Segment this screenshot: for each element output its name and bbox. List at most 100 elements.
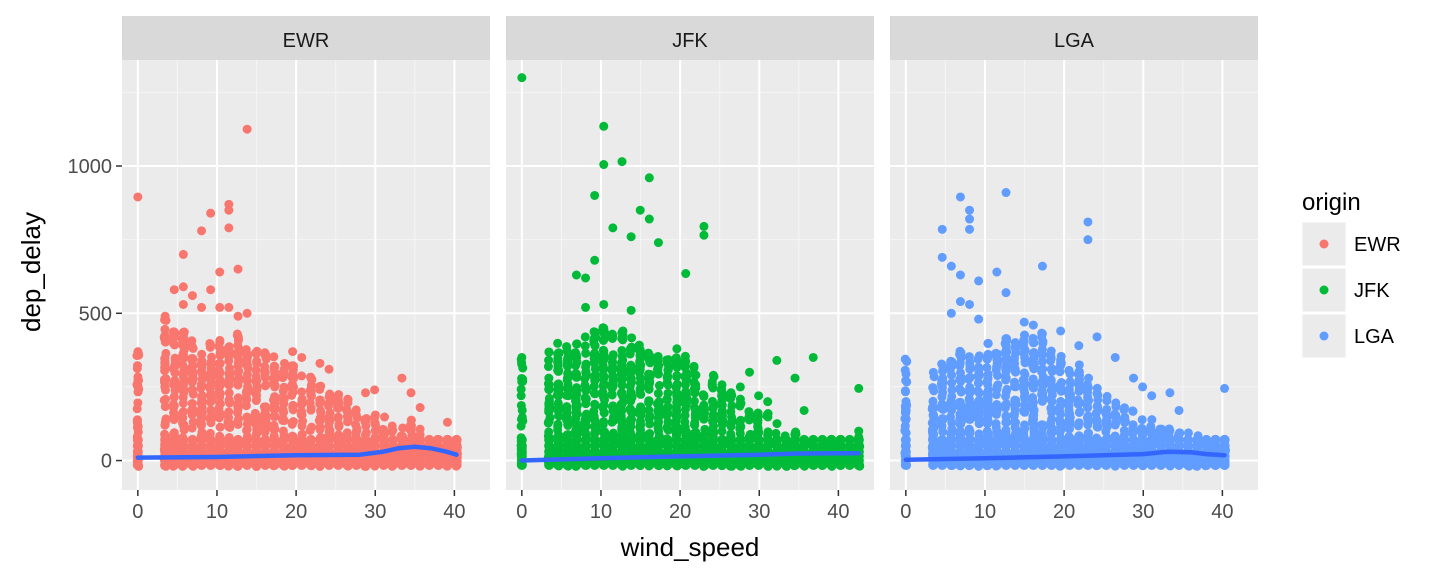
data-point xyxy=(718,389,728,399)
data-point xyxy=(297,387,307,397)
data-point xyxy=(1111,398,1121,408)
x-tick-label: 20 xyxy=(285,501,307,523)
data-point xyxy=(224,421,234,431)
data-point xyxy=(736,415,746,425)
data-point xyxy=(946,361,956,371)
data-point xyxy=(653,434,664,445)
data-point xyxy=(370,410,380,420)
data-point xyxy=(187,336,197,346)
data-point xyxy=(1037,434,1048,445)
data-point xyxy=(690,383,700,393)
data-point xyxy=(571,370,581,380)
x-tick-label: 30 xyxy=(364,501,386,523)
data-point xyxy=(927,404,937,414)
data-point xyxy=(134,375,144,385)
data-point xyxy=(178,392,188,402)
data-point xyxy=(205,434,216,445)
data-point xyxy=(1111,410,1121,420)
data-point xyxy=(1028,378,1038,388)
data-point xyxy=(545,405,555,415)
data-point xyxy=(608,401,618,411)
data-point xyxy=(178,434,189,445)
data-point xyxy=(580,380,590,390)
data-point xyxy=(1083,403,1093,413)
data-point xyxy=(983,417,993,427)
data-point xyxy=(207,352,217,362)
data-point xyxy=(1128,406,1138,416)
data-point xyxy=(315,384,325,394)
data-point xyxy=(964,386,974,396)
data-point xyxy=(305,398,315,408)
x-tick-label: 10 xyxy=(590,501,612,523)
data-point xyxy=(553,357,563,367)
data-point xyxy=(1047,408,1057,418)
data-point xyxy=(937,392,947,402)
data-point xyxy=(1019,335,1029,345)
data-point xyxy=(132,434,143,445)
data-point xyxy=(581,399,591,409)
data-point xyxy=(900,386,910,396)
data-point xyxy=(589,406,599,416)
outlier-point xyxy=(242,124,252,134)
data-point xyxy=(188,417,198,427)
data-point xyxy=(607,434,618,445)
data-point xyxy=(772,419,782,429)
data-point xyxy=(325,389,335,399)
data-point xyxy=(991,390,1001,400)
data-point xyxy=(306,390,316,400)
data-point xyxy=(516,414,526,424)
data-point xyxy=(269,434,280,445)
data-point xyxy=(1038,395,1048,405)
data-point xyxy=(726,434,737,445)
data-point xyxy=(689,361,699,371)
data-point xyxy=(1010,377,1020,387)
data-point xyxy=(626,406,636,416)
data-point xyxy=(241,394,251,404)
data-point xyxy=(955,397,965,407)
data-point xyxy=(1074,399,1084,409)
data-point xyxy=(580,341,590,351)
data-point xyxy=(270,380,280,390)
data-point xyxy=(269,361,279,371)
data-point xyxy=(653,357,663,367)
data-point xyxy=(206,410,216,420)
data-point xyxy=(753,434,764,445)
data-point xyxy=(680,360,690,370)
outlier-point xyxy=(1138,382,1148,392)
data-point xyxy=(187,385,197,395)
outlier-point xyxy=(1001,188,1011,198)
data-point xyxy=(1064,410,1074,420)
data-point xyxy=(351,434,362,445)
data-point xyxy=(1183,428,1193,438)
data-point xyxy=(947,424,957,434)
data-point xyxy=(571,418,581,428)
data-point xyxy=(387,434,398,445)
data-point xyxy=(636,402,646,412)
data-point xyxy=(260,350,270,360)
outlier-point xyxy=(178,249,188,259)
data-point xyxy=(289,361,299,371)
data-point xyxy=(983,395,993,405)
data-point xyxy=(644,381,654,391)
outlier-point xyxy=(242,308,252,318)
data-point xyxy=(1019,375,1029,385)
data-point xyxy=(516,384,526,394)
data-point xyxy=(544,417,554,427)
data-point xyxy=(600,332,610,342)
data-point xyxy=(599,394,609,404)
data-point xyxy=(937,383,947,393)
data-point xyxy=(1164,434,1175,445)
data-point xyxy=(288,374,298,384)
data-point xyxy=(1001,426,1011,436)
data-point xyxy=(415,424,425,434)
data-point xyxy=(626,374,636,384)
data-point xyxy=(900,414,910,424)
outlier-point xyxy=(745,367,755,377)
data-point xyxy=(617,434,628,445)
data-point xyxy=(1046,351,1056,361)
data-point xyxy=(406,415,416,425)
data-point xyxy=(1037,367,1047,377)
outlier-point xyxy=(1129,373,1139,383)
data-point xyxy=(179,422,189,432)
data-point xyxy=(170,409,180,419)
